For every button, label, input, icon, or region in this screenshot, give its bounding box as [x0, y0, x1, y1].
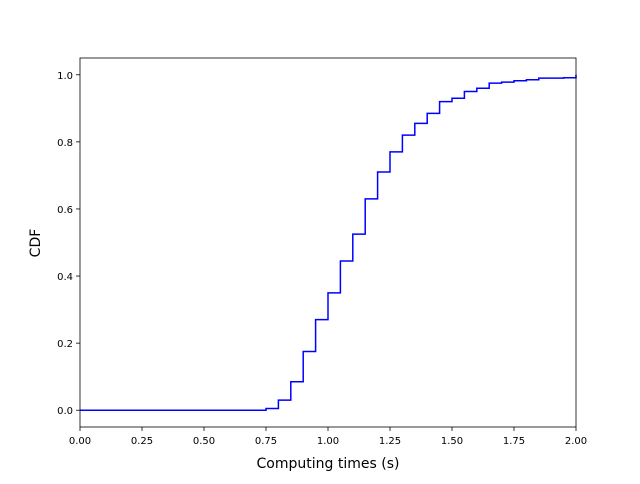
x-tick-label: 2.00 — [565, 436, 587, 447]
x-tick-label: 0.50 — [193, 436, 215, 447]
y-tick-label: 1.0 — [57, 71, 73, 82]
x-tick-label: 0.00 — [69, 436, 91, 447]
y-tick-label: 0.2 — [57, 339, 73, 350]
y-tick-label: 0.6 — [57, 205, 73, 216]
x-tick-label: 1.50 — [441, 436, 463, 447]
x-tick-label: 1.00 — [317, 436, 339, 447]
y-tick-label: 0.8 — [57, 138, 73, 149]
plot-frame — [79, 57, 577, 428]
y-tick-label: 0.4 — [57, 272, 73, 283]
y-axis-label: CDF — [28, 229, 44, 258]
y-tick-label: 0.0 — [57, 406, 73, 417]
x-tick-label: 1.75 — [503, 436, 525, 447]
x-axis-label: Computing times (s) — [257, 456, 400, 472]
x-tick-label: 1.25 — [379, 436, 401, 447]
x-tick-label: 0.75 — [255, 436, 277, 447]
cdf-line — [80, 74, 577, 411]
x-tick-label: 0.25 — [131, 436, 153, 447]
